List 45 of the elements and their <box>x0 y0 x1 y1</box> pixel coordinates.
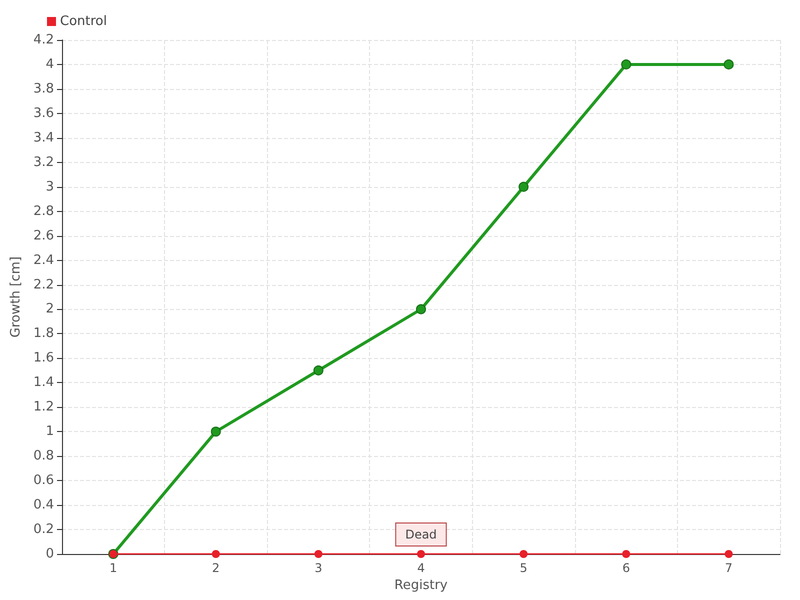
legend-label: Control <box>60 14 107 29</box>
y-tick-label: 0 <box>46 546 54 562</box>
point <box>313 365 324 376</box>
y-tick-label: 1.8 <box>33 326 54 342</box>
x-axis-title: Registry <box>394 578 448 593</box>
y-tick-label: 4 <box>46 56 54 72</box>
y-tick-label: 3.8 <box>33 81 54 96</box>
point <box>518 182 529 192</box>
y-axis-title: Growth [cm] <box>8 256 24 338</box>
x-tick-label: 4 <box>417 561 425 575</box>
point <box>724 550 733 558</box>
point <box>417 550 425 558</box>
point <box>724 59 734 70</box>
y-tick-label: 1.4 <box>33 375 54 390</box>
x-tick-label: 6 <box>622 561 630 575</box>
y-tick-label: 2.2 <box>33 277 54 292</box>
y-tick-label: 4.2 <box>33 32 54 48</box>
y-tick-label: 0.8 <box>33 448 54 464</box>
y-tick-label: 2.8 <box>33 204 54 219</box>
x-tick-label: 7 <box>724 561 733 575</box>
x-tick-label: 1 <box>109 561 118 575</box>
y-tick-label: 3.6 <box>33 106 54 121</box>
x-tick-label: 3 <box>314 561 322 575</box>
y-tick-label: 3.2 <box>33 154 54 170</box>
point <box>314 550 322 558</box>
y-tick-label: 0.6 <box>33 473 54 488</box>
y-tick-label: 1 <box>46 424 54 440</box>
point <box>210 426 221 437</box>
x-tick-label: 2 <box>212 561 220 575</box>
point <box>520 550 528 558</box>
x-tick-label: 5 <box>520 561 528 575</box>
y-tick-label: 2 <box>46 302 54 317</box>
y-tick-label: 3.4 <box>33 130 54 146</box>
y-tick-label: 0.4 <box>33 498 54 513</box>
point <box>622 550 630 558</box>
y-tick-label: 1.6 <box>33 350 54 366</box>
y-tick-label: 0.2 <box>33 522 54 538</box>
y-tick-label: 1.2 <box>33 400 54 415</box>
y-tick-label: 2.4 <box>33 252 54 268</box>
point <box>416 304 426 314</box>
point <box>621 59 632 70</box>
annotation: Dead <box>405 528 437 542</box>
y-tick-label: 3 <box>46 179 54 194</box>
y-tick-label: 2.6 <box>33 228 54 244</box>
point <box>212 550 220 558</box>
